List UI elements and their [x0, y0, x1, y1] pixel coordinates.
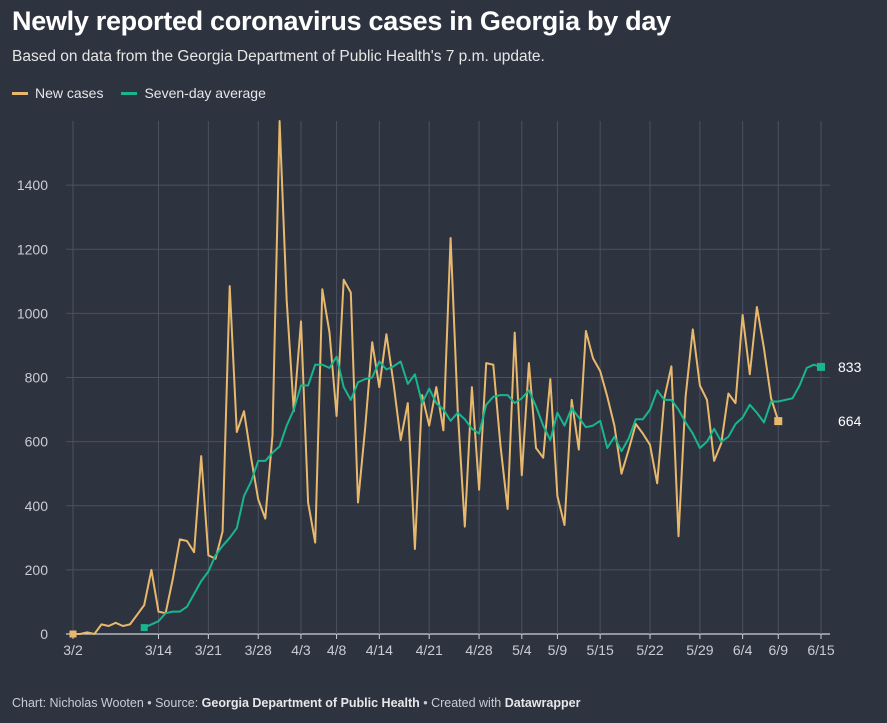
end-value-label: 833 [838, 359, 862, 375]
x-tick-label: 4/8 [327, 642, 347, 658]
x-tick-label: 3/21 [195, 642, 222, 658]
series-line-new-cases [72, 120, 780, 635]
x-tick-label: 3/14 [145, 642, 172, 658]
x-tick-label: 3/2 [63, 642, 83, 658]
legend-item-seven-day-average: Seven-day average [121, 85, 266, 101]
series-line-seven-day-average [143, 355, 822, 629]
x-tick-label: 4/3 [291, 642, 311, 658]
x-tick-label: 4/14 [366, 642, 393, 658]
x-tick-label: 4/28 [465, 642, 492, 658]
y-tick-label: 200 [25, 562, 49, 578]
x-tick-label: 5/15 [587, 642, 614, 658]
x-tick-label: 5/9 [548, 642, 568, 658]
y-tick-label: 600 [25, 434, 49, 450]
legend: New cases Seven-day average [12, 85, 284, 101]
legend-swatch-new-cases [12, 91, 28, 95]
end-value-label: 664 [838, 413, 862, 429]
y-tick-label: 1000 [17, 305, 48, 321]
x-tick-label: 6/4 [733, 642, 753, 658]
chart-title: Newly reported coronavirus cases in Geor… [12, 6, 671, 36]
series-end-marker-seven-day-average [817, 362, 825, 371]
x-tick-label: 4/21 [416, 642, 443, 658]
x-tick-label: 5/29 [686, 642, 713, 658]
legend-item-new-cases: New cases [12, 85, 103, 101]
x-tick-label: 6/15 [807, 642, 834, 658]
y-tick-label: 400 [25, 498, 49, 514]
footer-created: • Created with [419, 696, 505, 710]
legend-label-new-cases: New cases [35, 85, 104, 101]
series-start-marker-seven-day-average [140, 624, 148, 632]
series-start-marker-new-cases [69, 630, 77, 638]
footer-source: Georgia Department of Public Health [201, 696, 420, 710]
footer-credit: Chart: Nicholas Wooten • Source: [12, 696, 202, 710]
x-tick-label: 5/22 [636, 642, 663, 658]
footer-tool: Datawrapper [504, 696, 581, 710]
y-tick-label: 1200 [17, 241, 48, 257]
y-tick-label: 800 [25, 370, 49, 386]
x-tick-label: 3/28 [245, 642, 272, 658]
x-tick-label: 5/4 [512, 642, 532, 658]
y-tick-label: 0 [40, 626, 48, 642]
chart-subtitle: Based on data from the Georgia Departmen… [12, 48, 545, 65]
series-end-marker-new-cases [774, 417, 783, 426]
legend-swatch-seven-day-average [121, 91, 138, 95]
x-tick-label: 6/9 [769, 642, 789, 658]
y-tick-label: 1400 [17, 177, 48, 193]
legend-label-seven-day-average: Seven-day average [144, 85, 266, 101]
chart-footer: Chart: Nicholas Wooten • Source: Georgia… [12, 696, 580, 710]
